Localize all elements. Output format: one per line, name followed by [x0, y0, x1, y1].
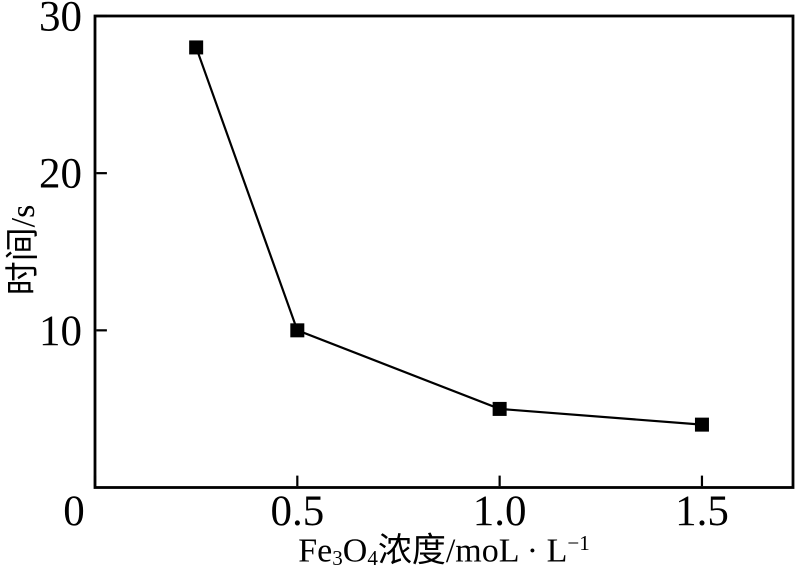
- x-tick-label: 0.5: [270, 488, 324, 535]
- x-axis-title-part: −1: [567, 530, 590, 555]
- y-axis-title: 时间/s: [5, 204, 42, 296]
- x-axis-title-part: Fe: [298, 532, 333, 570]
- data-line: [195, 47, 703, 426]
- x-tick-label: 1.0: [473, 488, 527, 535]
- x-tick-label: 0: [63, 488, 85, 535]
- x-axis-title-part: O: [342, 532, 368, 570]
- x-axis-title-part: 4: [367, 546, 378, 571]
- data-point: [290, 323, 305, 338]
- y-tick-label: 30: [39, 0, 82, 41]
- x-axis-title-part: 3: [332, 546, 343, 571]
- x-axis-title-part: 浓度/moL · L: [377, 532, 568, 570]
- y-tick-label: 10: [39, 308, 82, 355]
- data-point: [694, 417, 709, 432]
- axis-frame: [93, 14, 795, 489]
- x-axis-title: Fe3O4浓度/moL · L−1: [298, 530, 590, 571]
- data-point: [189, 40, 204, 55]
- y-tick-label: 20: [39, 151, 82, 198]
- data-point: [492, 401, 507, 416]
- x-tick-label: 1.5: [675, 488, 729, 535]
